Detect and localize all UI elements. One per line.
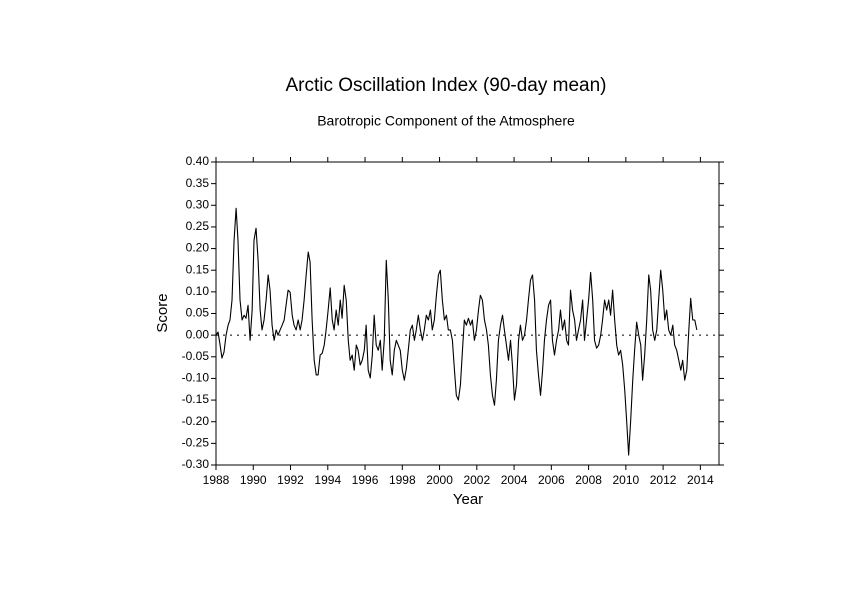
x-tick-label: 1996: [352, 473, 379, 487]
y-tick-label: 0.30: [186, 197, 210, 211]
x-tick-label: 1988: [203, 473, 230, 487]
y-tick-label: -0.05: [182, 349, 210, 363]
x-tick-label: 2010: [613, 473, 640, 487]
y-tick-label: 0.20: [186, 241, 210, 255]
y-tick-label: 0.15: [186, 262, 210, 276]
x-tick-label: 2014: [687, 473, 714, 487]
x-tick-label: 2002: [463, 473, 490, 487]
x-axis-label: Year: [453, 491, 483, 508]
plot-frame: [215, 161, 720, 466]
data-line: [215, 207, 698, 456]
y-tick-label: -0.30: [182, 457, 210, 471]
x-tick-label: 1998: [389, 473, 416, 487]
y-tick-label: -0.25: [182, 436, 210, 450]
y-tick-label: 0.40: [186, 154, 210, 168]
y-tick-label: 0.05: [186, 306, 210, 320]
y-axis-label: Score: [154, 293, 171, 332]
x-tick-label: 2008: [575, 473, 602, 487]
x-tick-label: 1992: [277, 473, 304, 487]
x-tick-label: 1990: [240, 473, 267, 487]
x-tick-label: 2006: [538, 473, 565, 487]
chart-title: Arctic Oscillation Index (90-day mean): [285, 75, 606, 96]
x-tick-label: 2012: [650, 473, 677, 487]
y-tick-label: 0.35: [186, 176, 210, 190]
x-tick-label: 1994: [314, 473, 341, 487]
x-tick-label: 2000: [426, 473, 453, 487]
y-tick-label: 0.00: [186, 327, 210, 341]
chart-subtitle: Barotropic Component of the Atmosphere: [317, 113, 575, 129]
y-tick-label: 0.10: [186, 284, 210, 298]
y-tick-label: 0.25: [186, 219, 210, 233]
y-tick-label: -0.10: [182, 371, 210, 385]
x-tick-label: 2004: [501, 473, 528, 487]
y-tick-label: -0.15: [182, 392, 210, 406]
y-tick-label: -0.20: [182, 414, 210, 428]
